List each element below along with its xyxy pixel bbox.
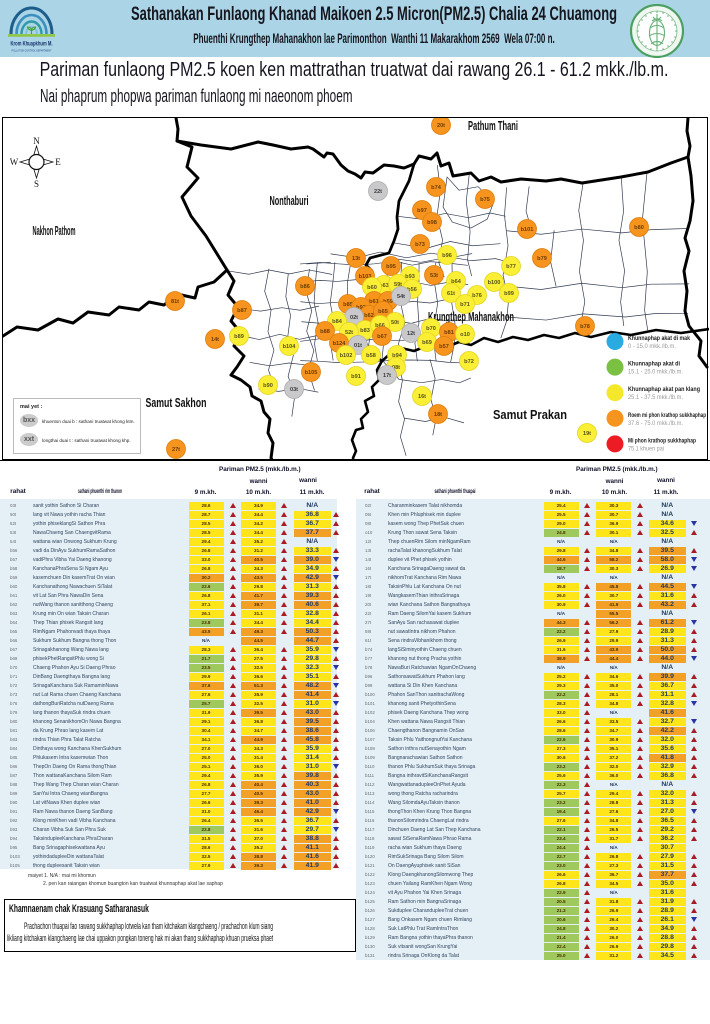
- svg-text:b96: b96: [442, 253, 452, 259]
- svg-text:b63: b63: [379, 283, 389, 289]
- svg-text:b58: b58: [366, 353, 376, 359]
- svg-text:b105: b105: [305, 370, 318, 376]
- svg-text:b78: b78: [580, 324, 590, 330]
- svg-text:Pathum Thani: Pathum Thani: [468, 119, 518, 133]
- svg-text:W: W: [10, 157, 19, 167]
- svg-text:59t: 59t: [394, 282, 402, 288]
- svg-text:N: N: [33, 136, 40, 146]
- svg-text:b70: b70: [426, 326, 436, 332]
- svg-text:b60: b60: [367, 285, 377, 291]
- svg-text:b93: b93: [405, 274, 415, 280]
- svg-text:75.1 khuen pai: 75.1 khuen pai: [628, 446, 664, 452]
- svg-text:E: E: [55, 157, 61, 167]
- svg-text:02t: 02t: [350, 315, 358, 321]
- svg-text:27t: 27t: [172, 447, 180, 453]
- svg-text:b104: b104: [283, 344, 297, 350]
- svg-text:37.6 - 75.0 mkk./lb.m.: 37.6 - 75.0 mkk./lb.m.: [628, 421, 683, 427]
- svg-text:b56: b56: [407, 287, 417, 293]
- svg-text:b80: b80: [634, 225, 644, 231]
- svg-text:08t: 08t: [392, 365, 400, 371]
- svg-text:12t: 12t: [407, 331, 415, 337]
- svg-text:b91: b91: [351, 374, 361, 380]
- svg-text:50t: 50t: [391, 320, 399, 326]
- svg-text:b59: b59: [383, 299, 393, 305]
- svg-text:20t: 20t: [437, 123, 445, 129]
- svg-text:52t: 52t: [345, 330, 353, 336]
- svg-text:Khunnaphap akat di mak: Khunnaphap akat di mak: [628, 335, 690, 342]
- svg-text:b87: b87: [237, 308, 247, 314]
- svg-text:b88: b88: [320, 329, 330, 335]
- svg-text:25.1 - 37.5 mkk./lb.m.: 25.1 - 37.5 mkk./lb.m.: [628, 395, 683, 401]
- svg-text:b92: b92: [356, 305, 366, 311]
- svg-text:b77: b77: [506, 264, 516, 270]
- svg-text:b64: b64: [451, 279, 462, 285]
- svg-text:b79: b79: [537, 256, 547, 262]
- svg-text:b75: b75: [480, 197, 490, 203]
- svg-text:b71: b71: [460, 302, 470, 308]
- svg-text:14t: 14t: [211, 337, 219, 343]
- svg-text:b84: b84: [332, 319, 343, 325]
- svg-text:01t: 01t: [354, 343, 362, 349]
- svg-text:b97: b97: [417, 208, 427, 214]
- svg-text:o10: o10: [460, 332, 470, 338]
- svg-text:b69: b69: [422, 340, 432, 346]
- svg-text:b101: b101: [521, 227, 534, 233]
- svg-text:b67: b67: [377, 334, 387, 340]
- svg-text:17t: 17t: [383, 373, 391, 379]
- svg-text:b90: b90: [263, 383, 273, 389]
- svg-text:b94: b94: [392, 353, 403, 359]
- svg-text:b86: b86: [300, 284, 310, 290]
- svg-text:0 - 15.0 mkk./lb.m.: 0 - 15.0 mkk./lb.m.: [628, 344, 676, 350]
- svg-text:Samut Prakan: Samut Prakan: [493, 407, 567, 422]
- svg-text:b103: b103: [359, 274, 372, 280]
- svg-text:61t: 61t: [447, 291, 455, 297]
- svg-text:b72: b72: [464, 359, 474, 365]
- svg-text:03t: 03t: [290, 387, 298, 393]
- svg-text:b89: b89: [234, 334, 244, 340]
- svg-text:b57: b57: [439, 344, 449, 350]
- svg-text:b102: b102: [340, 353, 353, 359]
- svg-text:Roem mi phon krathop sukkhapha: Roem mi phon krathop sukkhaphap: [628, 412, 706, 419]
- svg-text:Krom Khuapkhum M.: Krom Khuapkhum M.: [11, 41, 53, 48]
- svg-text:Samut Sakhon: Samut Sakhon: [146, 395, 207, 410]
- svg-text:b62: b62: [364, 313, 374, 319]
- svg-text:b95: b95: [386, 264, 396, 270]
- svg-text:13t: 13t: [352, 256, 360, 262]
- svg-text:54t: 54t: [397, 294, 405, 300]
- svg-text:b61: b61: [369, 299, 379, 305]
- svg-text:Krungthep Mahanakhon: Krungthep Mahanakhon: [428, 310, 514, 324]
- svg-text:Nonthaburi: Nonthaburi: [270, 194, 309, 208]
- svg-text:b100: b100: [488, 280, 501, 286]
- svg-text:19t: 19t: [583, 431, 591, 437]
- svg-text:22t: 22t: [374, 189, 382, 195]
- svg-text:S: S: [34, 179, 39, 189]
- svg-text:18t: 18t: [434, 412, 442, 418]
- svg-text:b65: b65: [378, 309, 388, 315]
- svg-text:b83: b83: [360, 328, 370, 334]
- svg-text:Nakhon Pathom: Nakhon Pathom: [33, 224, 76, 238]
- svg-text:15.1 - 25.0 mkk./lb.m.: 15.1 - 25.0 mkk./lb.m.: [628, 370, 683, 376]
- svg-text:b73: b73: [415, 242, 425, 248]
- svg-text:Khunnaphap akat pan klang: Khunnaphap akat pan klang: [628, 386, 700, 393]
- svg-text:16t: 16t: [418, 394, 426, 400]
- svg-text:b76: b76: [472, 293, 482, 299]
- svg-text:b98: b98: [427, 220, 437, 226]
- svg-text:POLLUTION CONTROL DEPARTMENT: POLLUTION CONTROL DEPARTMENT: [12, 49, 52, 53]
- svg-text:b124: b124: [333, 341, 347, 347]
- svg-text:b81: b81: [444, 330, 454, 336]
- svg-text:b74: b74: [431, 185, 442, 191]
- svg-text:81t: 81t: [171, 299, 179, 305]
- svg-text:Mi phon krathop sukkhaphap: Mi phon krathop sukkhaphap: [628, 437, 696, 444]
- svg-text:b66: b66: [375, 323, 385, 329]
- svg-text:Khunnaphap akat di: Khunnaphap akat di: [628, 361, 680, 368]
- svg-text:b99: b99: [504, 291, 514, 297]
- svg-text:53t: 53t: [430, 273, 438, 279]
- svg-text:b85: b85: [343, 302, 353, 308]
